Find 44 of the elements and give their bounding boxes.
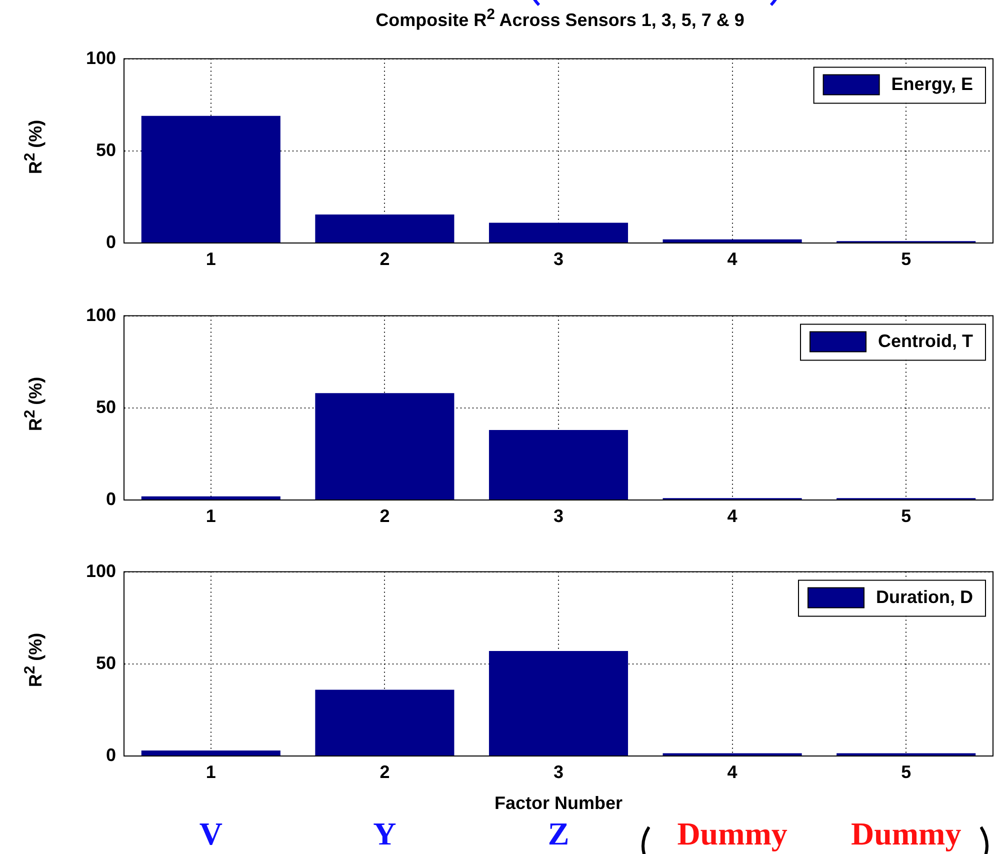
text: Y (373, 815, 396, 852)
bar (315, 214, 454, 242)
bar (141, 750, 280, 756)
bar (315, 393, 454, 500)
y-tick-label: 100 (86, 304, 116, 325)
y-tick-label: 0 (106, 744, 116, 765)
chart-title: Composite R$^{2}$ Across Sensors 1, 3, 5, 7 & 9 (374, 6, 746, 31)
x-tick-label: 5 (901, 762, 912, 782)
y-tick-label: 100 (86, 560, 116, 581)
x-tick-label: 1 (206, 506, 216, 526)
y-tick-label: 0 (106, 232, 116, 252)
bar (315, 690, 454, 756)
legend-label: Energy, E (891, 74, 974, 94)
x-axis-title: Factor Number (494, 792, 623, 813)
x-tick-label: 5 (901, 506, 912, 526)
y-tick-label: 50 (96, 652, 116, 673)
x-tick-label: 5 (901, 248, 912, 269)
y-tick-label: 0 (106, 488, 116, 509)
x-tick-label: 1 (206, 762, 216, 782)
x-tick-label: 4 (727, 248, 738, 269)
x-tick-label: 3 (553, 762, 564, 782)
x-tick-label: 2 (380, 506, 390, 526)
x-tick-label: 3 (553, 248, 564, 269)
bar (141, 116, 280, 242)
x-tick-label: 2 (380, 762, 390, 782)
bar (488, 430, 628, 500)
y-tick-label: 100 (86, 48, 116, 68)
text: Dummy (677, 815, 788, 852)
legend-label: Centroid, T (878, 330, 974, 351)
x-tick-label: 4 (727, 506, 738, 526)
x-tick-label: 3 (553, 506, 564, 526)
x-tick-label: 4 (727, 762, 738, 782)
y-tick-label: 50 (96, 396, 116, 417)
text: V (199, 815, 222, 852)
y-tick-label: 50 (96, 140, 116, 160)
x-tick-label: 2 (380, 248, 390, 269)
bar (488, 222, 628, 242)
text: Dummy (850, 815, 962, 852)
bar (662, 239, 802, 242)
text: Z (548, 815, 570, 852)
bar (141, 496, 280, 500)
bar (488, 651, 628, 756)
legend-label: Duration, D (876, 586, 974, 607)
x-tick-label: 1 (206, 248, 216, 269)
